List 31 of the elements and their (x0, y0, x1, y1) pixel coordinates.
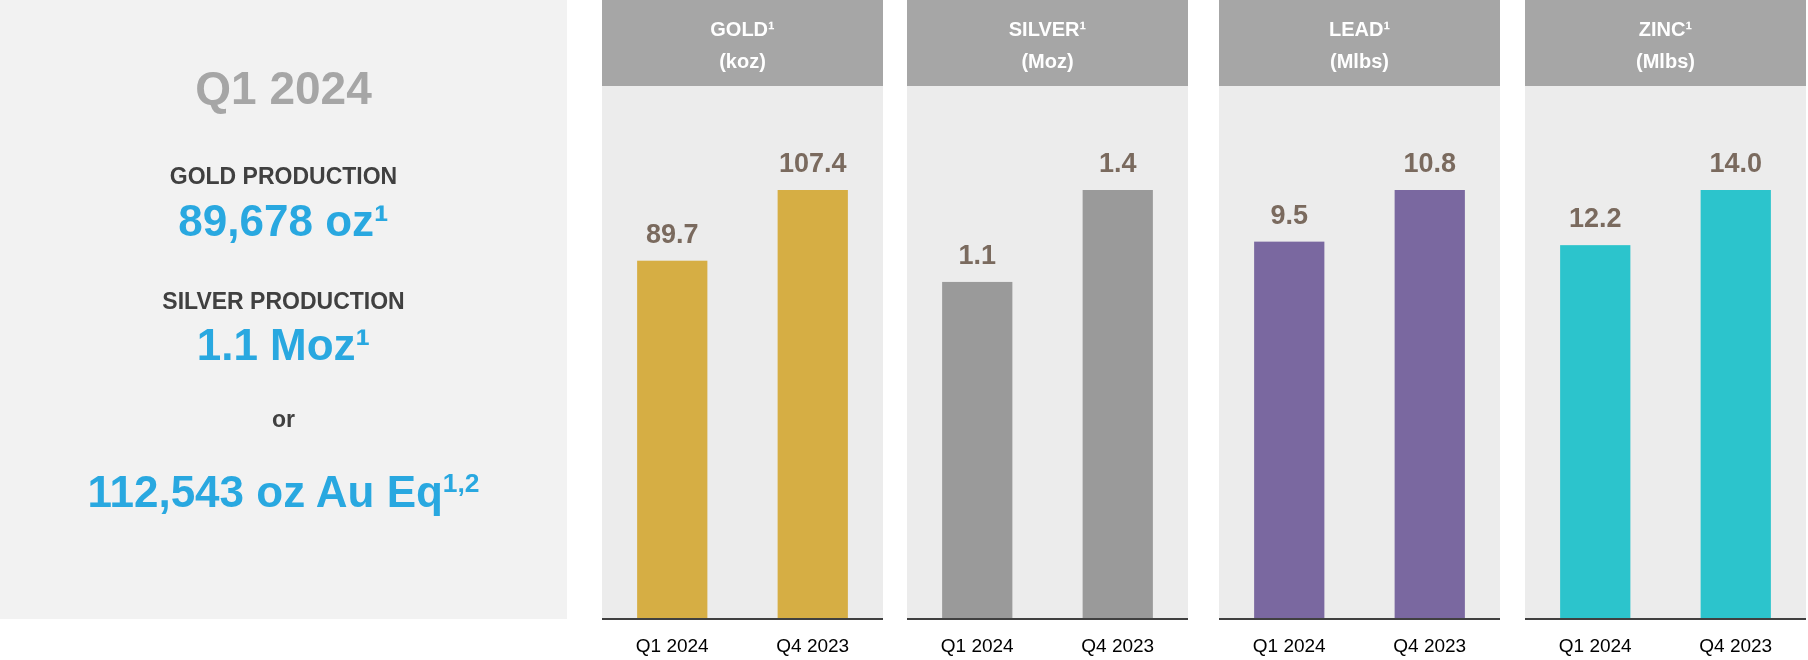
text: or (272, 406, 296, 432)
data-label: 12.2 (1568, 203, 1622, 234)
chart-subtitle: (Mlbs) (1330, 50, 1389, 72)
data-label: 1.1 (958, 239, 997, 270)
chart-title: SILVER¹ (1008, 18, 1087, 40)
chart-subtitle: (Mlbs) (1636, 50, 1695, 72)
data-label: 14.0 (1709, 148, 1763, 178)
data-label: 10.8 (1403, 148, 1457, 178)
text: 89,678 oz¹ (178, 196, 389, 245)
text: GOLD PRODUCTION (169, 163, 398, 189)
data-label: 9.5 (1270, 199, 1309, 230)
text: Q1 2024 (195, 62, 373, 114)
text: 112,543 oz Au Eq$^{1,2}$ (87, 467, 480, 516)
data-label: 1.4 (1098, 148, 1137, 178)
chart-title: GOLD¹ (710, 18, 776, 40)
chart-subtitle: (koz) (719, 50, 766, 72)
chart-title: ZINC¹ (1638, 18, 1693, 40)
x-tick-label: Q4 2023 (1699, 635, 1773, 656)
x-tick-label: Q1 2024 (635, 635, 710, 656)
x-tick-label: Q1 2024 (1252, 635, 1327, 656)
data-label: 107.4 (778, 148, 847, 178)
x-tick-label: Q4 2023 (1081, 635, 1155, 656)
data-label: 89.7 (645, 218, 699, 249)
x-tick-label: Q4 2023 (1393, 635, 1467, 656)
x-tick-label: Q1 2024 (1558, 635, 1633, 656)
text: 1.1 Moz¹ (196, 320, 371, 369)
chart-title: LEAD¹ (1328, 18, 1391, 40)
x-tick-label: Q4 2023 (776, 635, 850, 656)
chart-subtitle: (Moz) (1021, 50, 1074, 72)
text: SILVER PRODUCTION (162, 288, 405, 314)
x-tick-label: Q1 2024 (940, 635, 1015, 656)
